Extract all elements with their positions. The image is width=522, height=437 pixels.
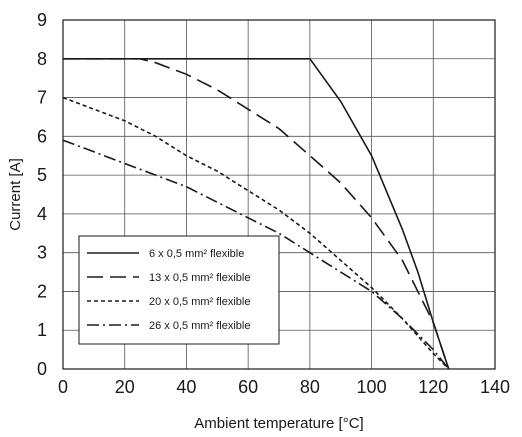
legend-label: 13 x 0,5 mm² flexible [149, 272, 250, 284]
x-tick-label: 0 [58, 377, 68, 397]
y-tick-label: 3 [37, 243, 47, 263]
legend: 6 x 0,5 mm² flexible 13 x 0,5 mm² flexibl… [78, 235, 280, 345]
legend-label: 6 x 0,5 mm² flexible [149, 248, 244, 260]
y-tick-label: 2 [37, 281, 47, 301]
x-tick-label: 120 [418, 377, 448, 397]
legend-box [78, 235, 280, 345]
x-tick-label: 60 [238, 377, 258, 397]
legend-label: 26 x 0,5 mm² flexible [149, 320, 250, 332]
series-lines [62, 57, 450, 370]
y-tick-labels: 0 1 2 3 4 5 6 7 8 9 [37, 10, 47, 379]
x-tick-label: 140 [480, 377, 510, 397]
series-line-2 [63, 57, 450, 370]
x-axis-label: Ambient temperature [°C] [194, 415, 363, 432]
series-line-1 [63, 57, 450, 370]
x-tick-label: 100 [357, 377, 387, 397]
y-tick-label: 6 [37, 126, 47, 146]
x-tick-label: 40 [176, 377, 196, 397]
y-tick-label: 9 [37, 10, 47, 30]
x-tick-label: 20 [115, 377, 135, 397]
plot-frame [62, 19, 496, 370]
y-tick-label: 1 [37, 320, 47, 340]
series-line-4 [62, 139, 450, 370]
legend-label: 20 x 0,5 mm² flexible [149, 296, 250, 308]
y-tick-label: 8 [37, 49, 47, 69]
y-tick-label: 5 [37, 165, 47, 185]
y-tick-label: 7 [37, 88, 47, 108]
y-axis-label: Current [A] [7, 158, 24, 231]
y-tick-label: 4 [37, 204, 47, 224]
y-tick-label: 0 [37, 359, 47, 379]
x-tick-label: 80 [300, 377, 320, 397]
x-tick-labels: 0 20 40 60 80 100 120 140 [58, 377, 510, 397]
